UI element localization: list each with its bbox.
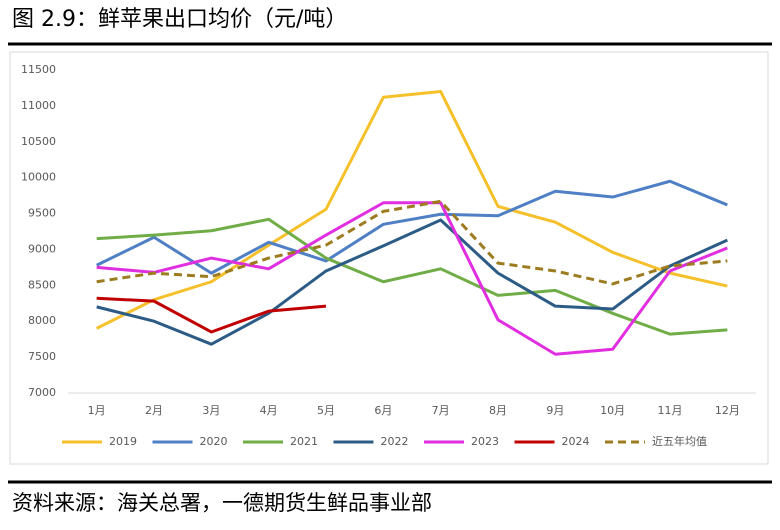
y-tick-label: 11000 <box>21 99 56 112</box>
x-tick-label: 10月 <box>600 404 625 417</box>
y-tick-label: 11500 <box>21 63 56 76</box>
series-line <box>96 199 728 286</box>
source-note: 资料来源：海关总署，一德期货生鲜品事业部 <box>12 491 432 515</box>
legend-label: 2023 <box>471 435 499 448</box>
y-tick-label: 9000 <box>28 242 56 255</box>
y-tick-label: 7000 <box>28 386 56 399</box>
page-title: 图 2.9：鲜苹果出口均价（元/吨） <box>12 7 347 32</box>
y-tick-label: 8000 <box>28 314 56 327</box>
x-tick-label: 9月 <box>546 404 564 417</box>
x-tick-label: 2月 <box>145 404 163 417</box>
y-tick-label: 7500 <box>28 350 56 363</box>
chart-frame <box>9 51 769 465</box>
y-tick-label: 8500 <box>28 278 56 291</box>
legend-label: 2020 <box>200 435 228 448</box>
x-tick-label: 8月 <box>489 404 507 417</box>
legend-label: 近五年均值 <box>652 434 707 448</box>
y-tick-label: 10000 <box>21 171 56 184</box>
x-tick-label: 7月 <box>432 404 450 417</box>
y-tick-label: 9500 <box>28 207 56 220</box>
series-line <box>96 296 327 334</box>
series-line <box>96 218 728 346</box>
legend-label: 2021 <box>290 435 318 448</box>
series-line <box>96 201 728 356</box>
legend-label: 2024 <box>562 435 590 448</box>
x-tick-label: 5月 <box>317 404 335 417</box>
x-tick-label: 4月 <box>260 404 278 417</box>
legend-label: 2019 <box>109 435 137 448</box>
x-tick-label: 12月 <box>715 404 740 417</box>
legend-label: 2022 <box>381 435 409 448</box>
x-tick-label: 6月 <box>374 404 392 417</box>
series-line <box>95 90 728 330</box>
x-tick-label: 1月 <box>88 404 106 417</box>
series-line <box>96 179 728 275</box>
x-tick-label: 11月 <box>658 404 683 417</box>
y-tick-label: 10500 <box>21 135 56 148</box>
x-tick-label: 3月 <box>202 404 220 417</box>
series-line <box>96 217 728 336</box>
